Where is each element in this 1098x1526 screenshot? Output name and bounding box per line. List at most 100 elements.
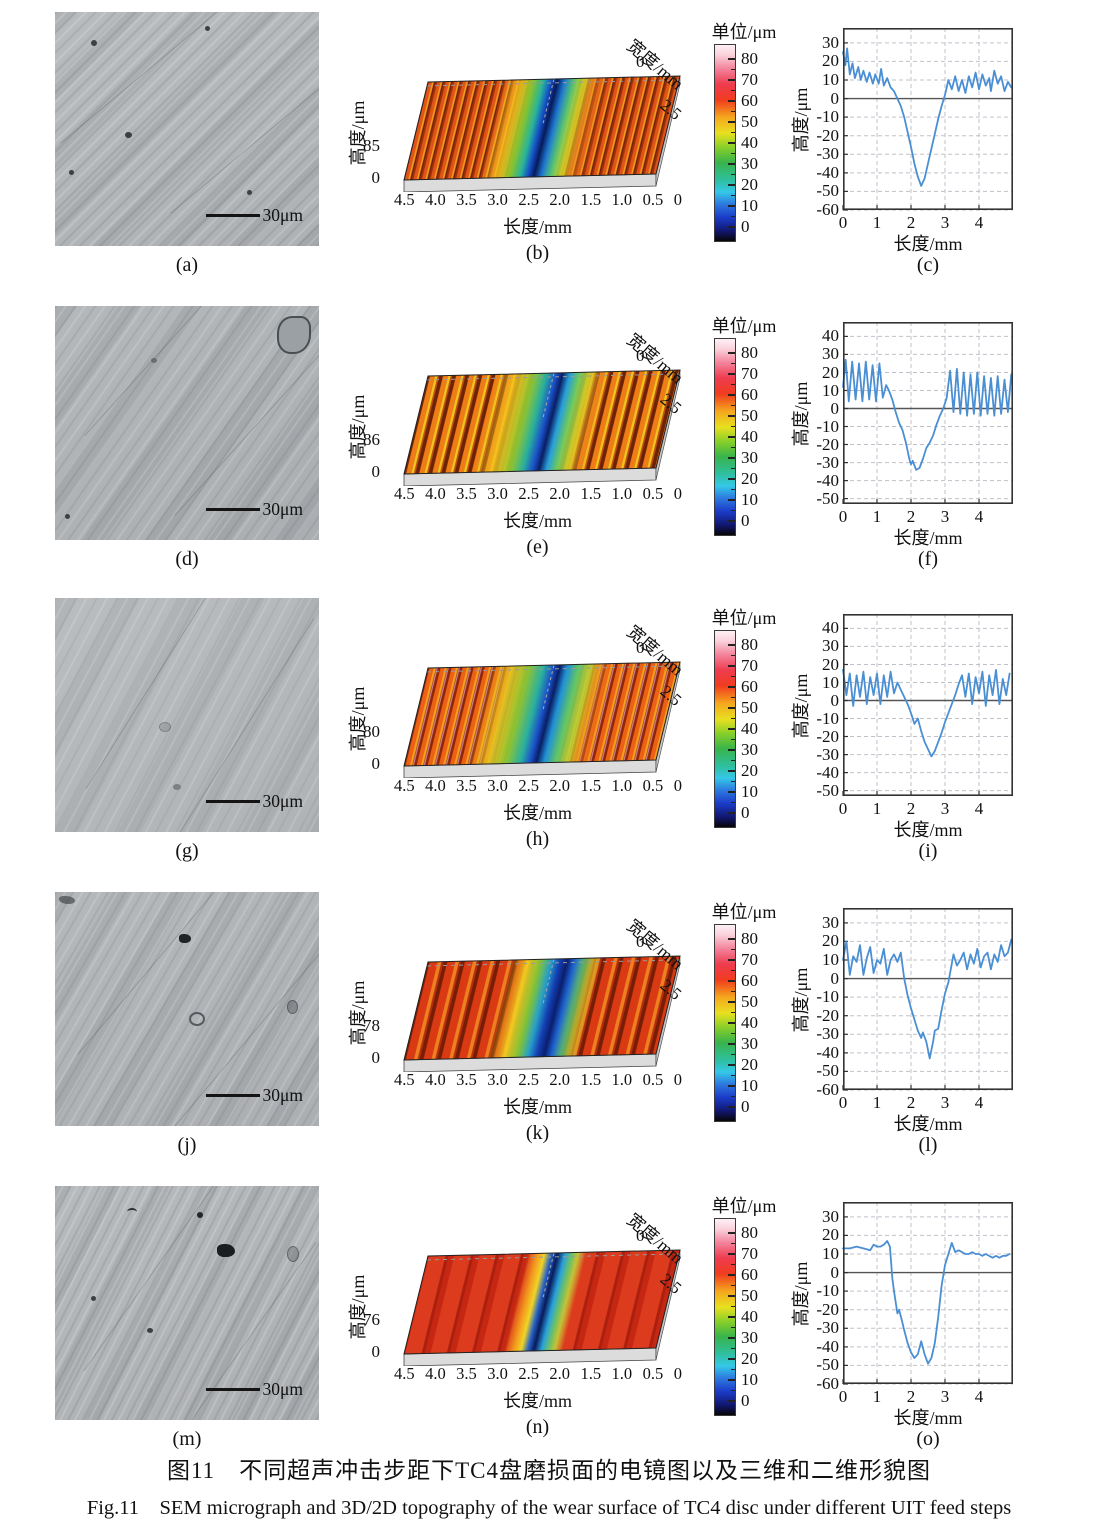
x-tick-label: 3	[940, 1387, 950, 1406]
x-tick-label: 1	[872, 507, 882, 526]
panel-letter: (n)	[525, 1416, 550, 1438]
y-tick-label: -10	[816, 987, 839, 1007]
colorbar-tick	[728, 1064, 735, 1066]
y-tick-label: -40	[816, 762, 839, 782]
colorbar-tick-label: 60	[741, 385, 758, 404]
surface-x-tick: 0.5	[642, 484, 664, 503]
y-tick-label: 0	[830, 398, 840, 418]
x-tick-label: 3	[940, 799, 950, 818]
colorbar-tick	[728, 686, 735, 688]
panel-letter: (e)	[526, 536, 549, 558]
y-axis-label: 高度/μm	[791, 967, 811, 1033]
colorbar-tick-label: 10	[741, 1370, 758, 1389]
debris-speck	[287, 1246, 299, 1262]
scratch-line	[174, 336, 319, 517]
panel-letter: (i)	[918, 840, 938, 862]
surface-x-tick: 1.5	[580, 1070, 602, 1089]
y-tick-label: -40	[816, 1336, 839, 1356]
colorbar-tick-label: 30	[741, 1034, 758, 1053]
surface-x-tick: 2.5	[518, 1070, 539, 1089]
z-max-tick: 80	[363, 722, 380, 741]
colorbar-tick	[728, 1379, 735, 1381]
sem-image: 30μm	[55, 892, 319, 1126]
panel-letter: (d)	[175, 548, 199, 570]
y-tick-label: 0	[830, 1262, 840, 1282]
surface-x-tick: 1.5	[580, 776, 602, 795]
colorbar-tick	[728, 226, 735, 228]
colorbar-minor-tick	[731, 969, 735, 972]
z-max-tick: 86	[363, 430, 380, 449]
colorbar-minor-tick	[731, 1284, 735, 1287]
scratch-line	[170, 71, 319, 214]
profile-plot	[842, 1202, 1013, 1385]
surface-x-tick: 1.5	[580, 190, 602, 209]
colorbar-tick	[728, 478, 735, 480]
scale-bar: 30μm	[205, 1379, 303, 1400]
colorbar-tick	[728, 1400, 735, 1402]
colorbar-minor-tick	[731, 1263, 735, 1266]
surface-plot-3d	[403, 661, 681, 778]
colorbar-tick	[728, 415, 735, 417]
debris-speck	[189, 1012, 205, 1026]
y-tick-label: 20	[822, 362, 839, 382]
y-tick-label: -30	[816, 452, 839, 472]
colorbar-tick-label: 20	[741, 1349, 758, 1368]
colorbar-tick-label: 80	[741, 343, 758, 362]
colorbar-tick	[728, 1295, 735, 1297]
colorbar-minor-tick	[731, 362, 735, 365]
colorbar-tick	[728, 436, 735, 438]
surface-x-tick: 0.5	[642, 1364, 664, 1383]
colorbar-tick-label: 40	[741, 719, 758, 738]
colorbar-minor-tick	[731, 152, 735, 155]
surface-x-tick: 3.0	[487, 484, 508, 503]
y-tick-label: 0	[830, 88, 840, 108]
debris-speck	[277, 316, 311, 354]
x-tick-label: 4	[974, 213, 984, 232]
x-tick-label: 3	[940, 213, 950, 232]
y-tick-label: -30	[816, 144, 839, 164]
panel-letter: (g)	[175, 840, 199, 862]
y-axis-label: 高度/μm	[791, 673, 811, 739]
colorbar-tick-label: 60	[741, 91, 758, 110]
colorbar-tick-label: 30	[741, 740, 758, 759]
x-axis-label: 长度/mm	[893, 1114, 963, 1134]
x-tick-label: 2	[906, 799, 916, 818]
colorbar-tick-label: 40	[741, 133, 758, 152]
colorbar-minor-tick	[731, 675, 735, 678]
surface-x-tick: 0.5	[642, 190, 664, 209]
surface-x-tick: 1.0	[611, 776, 633, 795]
colorbar-tick	[728, 938, 735, 940]
colorbar-tick	[728, 1232, 735, 1234]
y-tick-label: 20	[822, 51, 839, 71]
y-tick-label: 20	[822, 1225, 839, 1245]
x-tick-label: 1	[872, 1387, 882, 1406]
colorbar-tick-label: 40	[741, 427, 758, 446]
colorbar-tick-label: 60	[741, 1265, 758, 1284]
surface-x-tick: 4.5	[394, 1364, 415, 1383]
colorbar-minor-tick	[731, 1368, 735, 1371]
panel-letter: (f)	[918, 548, 938, 570]
z-axis-label: 高度/μm	[348, 1274, 368, 1340]
colorbar-tick-label: 70	[741, 950, 758, 969]
colorbar-tick	[728, 79, 735, 81]
colorbar-tick	[728, 1001, 735, 1003]
colorbar-minor-tick	[731, 990, 735, 993]
colorbar-tick-label: 20	[741, 469, 758, 488]
colorbar-minor-tick	[731, 1053, 735, 1056]
x-tick-label: 0	[838, 799, 848, 818]
y-tick-label: 10	[822, 380, 839, 400]
surface-x-tick: 1.0	[611, 1070, 633, 1089]
debris-speck	[205, 26, 210, 31]
debris-speck	[197, 1212, 203, 1218]
scale-bar-line	[205, 1388, 260, 1391]
x-tick-label: 4	[974, 507, 984, 526]
y-tick-label: -50	[816, 488, 839, 508]
colorbar-minor-tick	[731, 1242, 735, 1245]
colorbar-tick	[728, 749, 735, 751]
surface-plot-3d	[403, 1249, 681, 1366]
colorbar-tick-label: 30	[741, 1328, 758, 1347]
y-tick-label: 30	[822, 344, 839, 364]
colorbar-tick-label: 80	[741, 1223, 758, 1242]
surface-x-tick: 1.0	[611, 190, 633, 209]
y-tick-label: 30	[822, 912, 839, 932]
